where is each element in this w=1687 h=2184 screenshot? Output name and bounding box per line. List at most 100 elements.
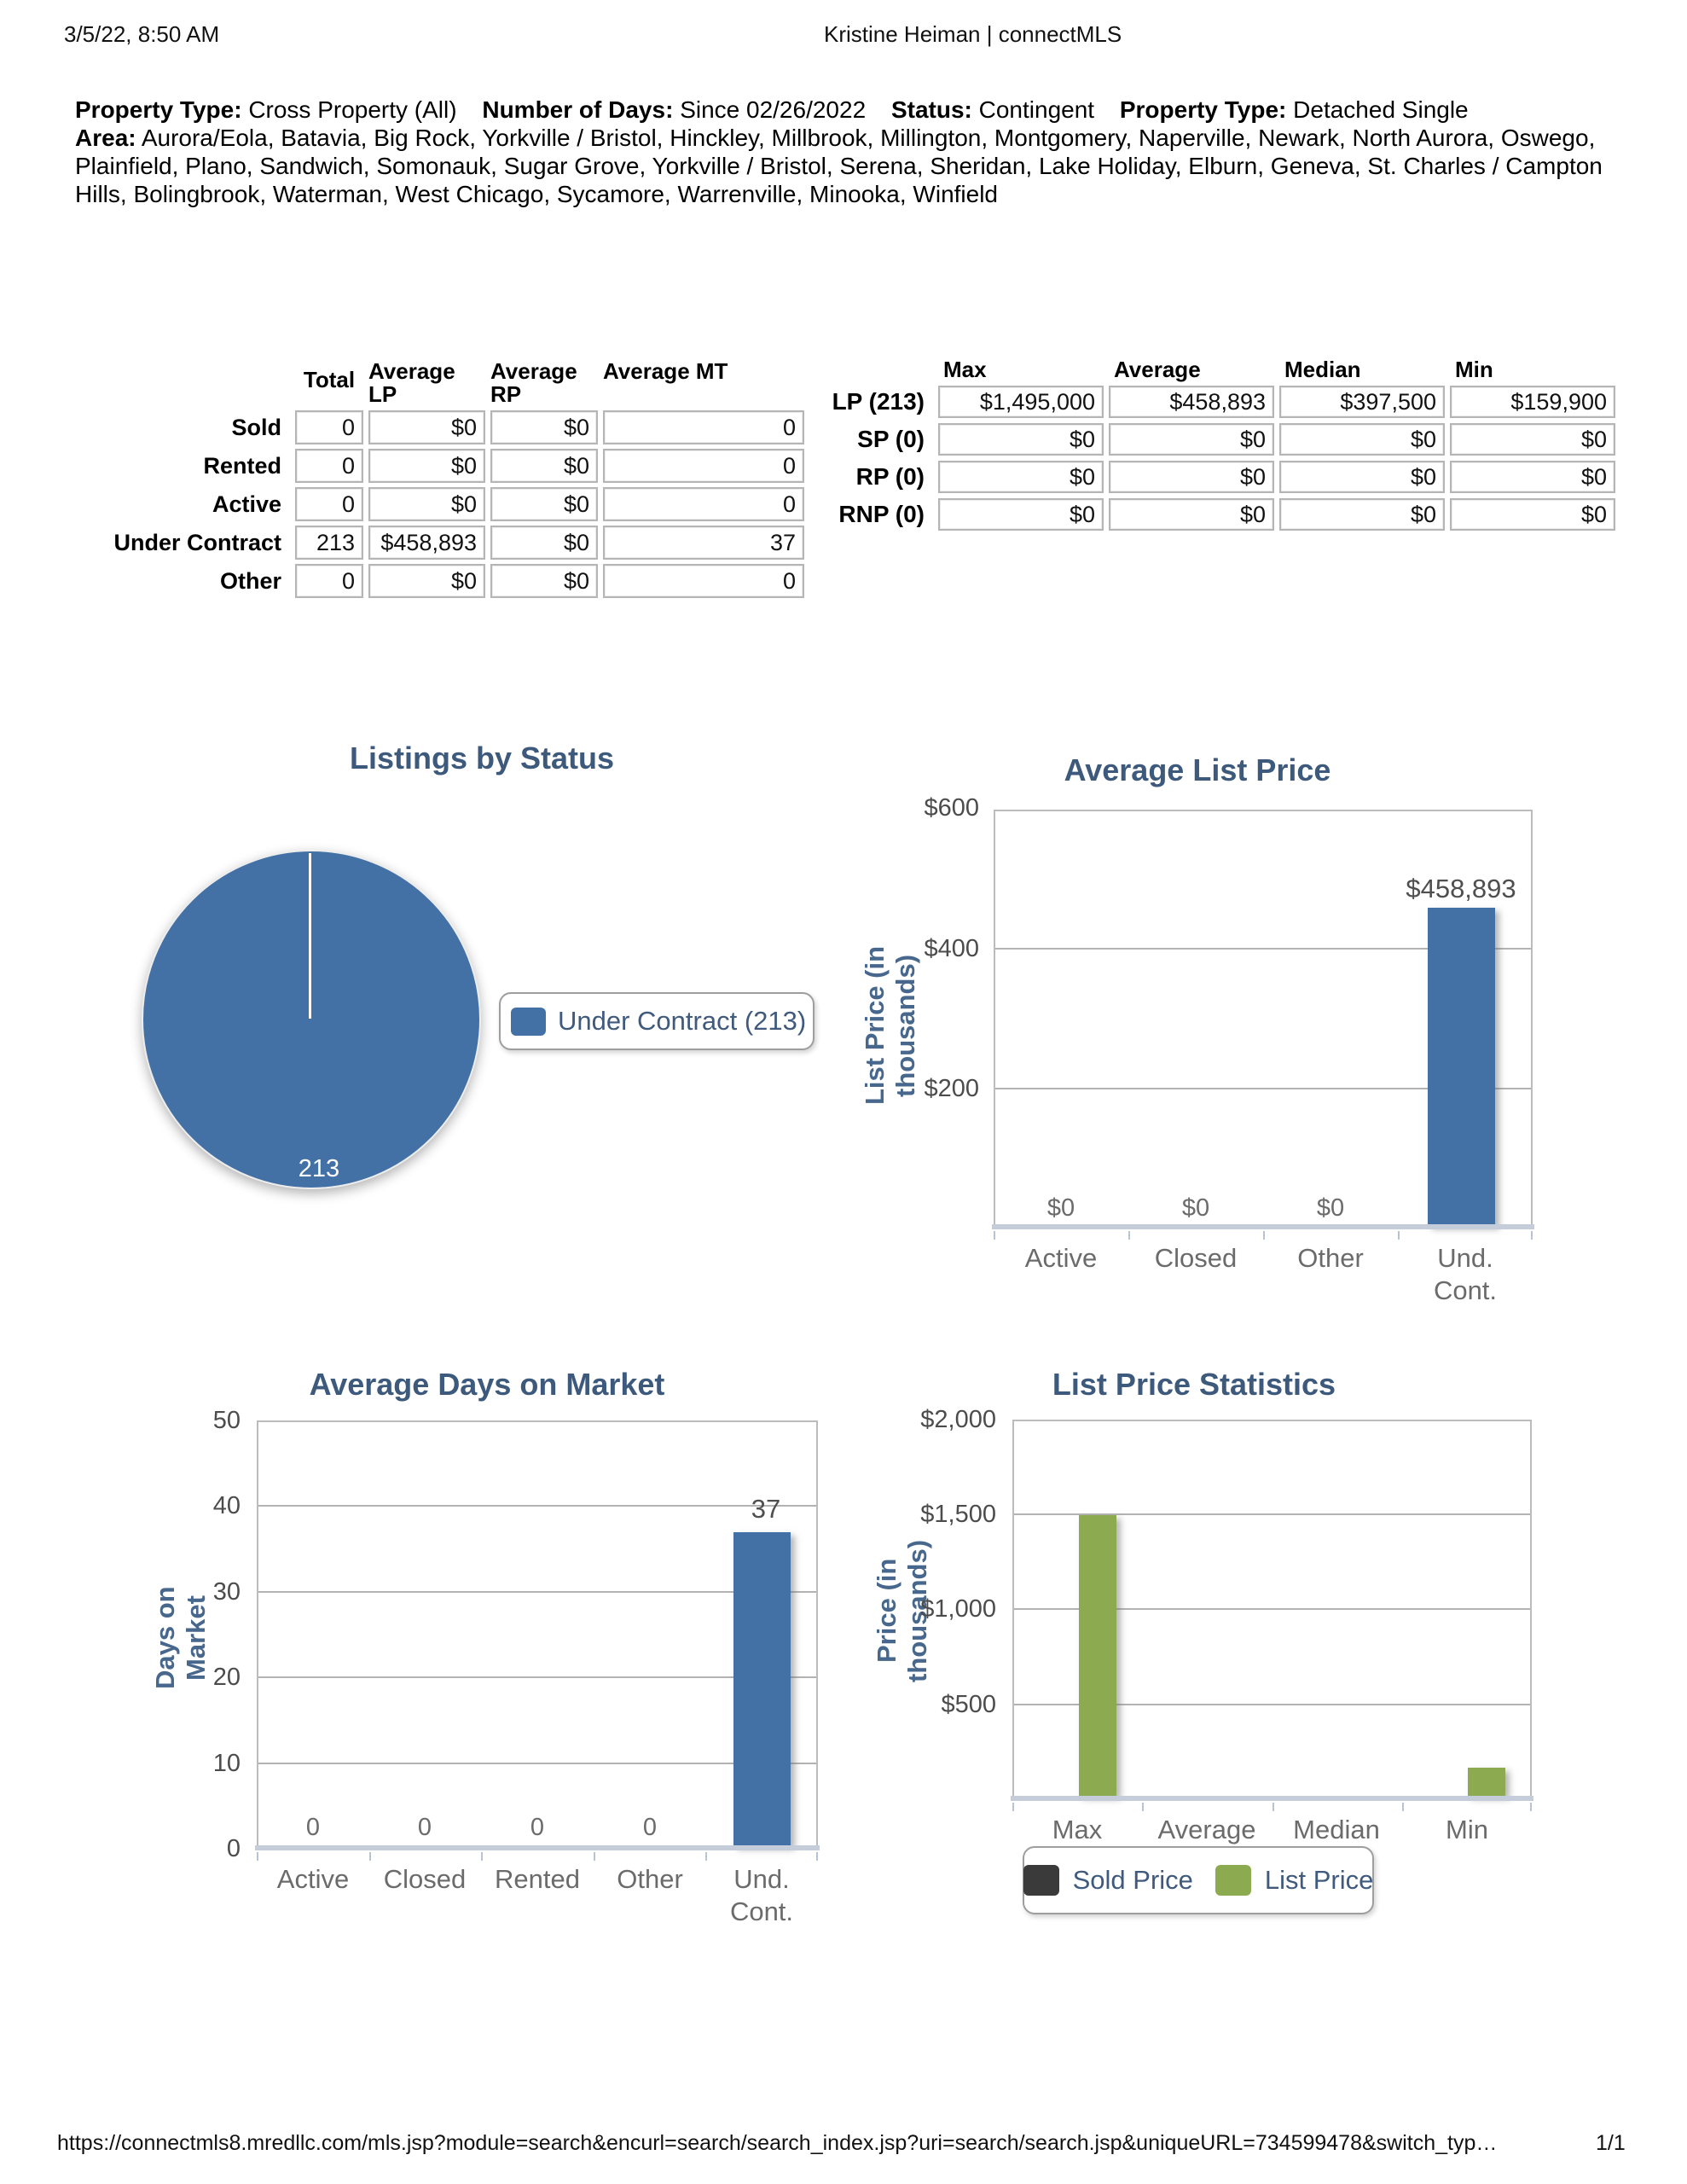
price-cell-lp-max: $1,495,000	[938, 386, 1104, 418]
status-cell-rented-avg-lp: $0	[368, 449, 485, 483]
adom-ytick-20: 20	[212, 1664, 241, 1691]
price-row-label-rnp: RNP (0)	[838, 501, 925, 527]
lps-gridline-500	[1014, 1704, 1530, 1705]
status-cell-other-avg-lp: $0	[368, 564, 485, 598]
adom-ytick-50: 50	[212, 1407, 241, 1434]
alp-cat-other: Other	[1297, 1243, 1364, 1273]
price-summary-table: Max Average Median Min LP (213) $1,495,0…	[810, 358, 1615, 531]
adom-axis-tick	[594, 1852, 595, 1861]
lps-gridline-1500	[1014, 1513, 1530, 1515]
lps-legend-sold-price: Sold Price	[1072, 1865, 1193, 1895]
lps-legend: Sold Price List Price	[1023, 1846, 1374, 1914]
price-col-header-max: Max	[943, 357, 987, 382]
adom-gridline-30	[258, 1591, 816, 1593]
lps-bar-max-list-price	[1079, 1515, 1116, 1796]
alp-axis-tick	[1128, 1231, 1130, 1240]
lps-axis-tick	[1530, 1803, 1532, 1811]
adom-ytick-10: 10	[212, 1750, 241, 1777]
price-cell-lp-average: $458,893	[1109, 386, 1274, 418]
adom-ytick-0: 0	[226, 1835, 241, 1862]
criteria-property-type-label: Property Type:	[75, 96, 242, 123]
criteria-property-type2-value: Detached Single	[1293, 96, 1469, 123]
status-cell-active-avg-lp: $0	[368, 487, 485, 521]
status-cell-other-total: 0	[295, 564, 363, 598]
status-cell-active-total: 0	[295, 487, 363, 521]
search-criteria: Property Type: Cross Property (All) Numb…	[75, 96, 1619, 208]
pie-radius-line	[309, 853, 311, 1019]
status-col-header-avg-mt: Average MT	[603, 358, 728, 384]
adom-plot-area	[257, 1420, 818, 1849]
status-cell-active-avg-mt: 0	[603, 487, 804, 521]
lps-axis-tick	[1272, 1803, 1274, 1811]
status-cell-rented-avg-mt: 0	[603, 449, 804, 483]
lps-axis-tick	[1402, 1803, 1404, 1811]
lps-cat-min: Min	[1446, 1815, 1488, 1844]
alp-cat-und-cont: Und. Cont.	[1433, 1243, 1498, 1305]
price-cell-lp-median: $397,500	[1279, 386, 1445, 418]
price-cell-lp-min: $159,900	[1450, 386, 1615, 418]
status-row-label-sold: Sold	[231, 414, 282, 440]
status-row-label-under-contract: Under Contract	[113, 529, 281, 555]
alp-zero-label-other: $0	[1316, 1194, 1345, 1222]
status-cell-rented-avg-rp: $0	[490, 449, 598, 483]
pie-legend: Under Contract (213)	[499, 992, 815, 1050]
price-cell-sp-average: $0	[1109, 423, 1274, 456]
criteria-property-type-value: Cross Property (All)	[248, 96, 457, 123]
adom-chart-title: Average Days on Market	[309, 1367, 665, 1402]
price-cell-rp-max: $0	[938, 461, 1104, 493]
criteria-line-main: Property Type: Cross Property (All) Numb…	[75, 96, 1619, 124]
alp-ytick-600: $600	[924, 794, 979, 822]
status-cell-sold-avg-mt: 0	[603, 410, 804, 444]
pie-slice-value: 213	[298, 1155, 340, 1182]
criteria-area-label: Area:	[75, 125, 136, 151]
price-cell-rp-median: $0	[1279, 461, 1445, 493]
criteria-line-area: Area: Aurora/Eola, Batavia, Big Rock, Yo…	[75, 124, 1619, 208]
price-cell-sp-median: $0	[1279, 423, 1445, 456]
lps-bar-min-list-price	[1468, 1768, 1505, 1796]
price-cell-rnp-min: $0	[1450, 498, 1615, 531]
alp-cat-closed: Closed	[1154, 1243, 1238, 1273]
criteria-days-value: Since 02/26/2022	[680, 96, 867, 123]
sold-price-swatch-icon	[1023, 1865, 1059, 1896]
alp-zero-label-active: $0	[1046, 1194, 1075, 1222]
status-cell-sold-total: 0	[295, 410, 363, 444]
criteria-status-value: Contingent	[978, 96, 1095, 123]
under-contract-swatch-icon	[511, 1007, 546, 1036]
adom-cat-und-cont: Und. Cont.	[729, 1864, 794, 1926]
lps-cat-average: Average	[1157, 1815, 1256, 1844]
status-row-label-active: Active	[212, 491, 281, 517]
price-row-label-lp: LP (213)	[832, 388, 925, 415]
alp-axis-tick	[994, 1231, 995, 1240]
alp-y-axis-title: List Price (in thousands)	[860, 945, 920, 1106]
pie-chart-title: Listings by Status	[349, 741, 615, 775]
adom-y-axis-title: Days on Market	[150, 1586, 211, 1690]
status-col-header-total: Total	[303, 367, 356, 392]
adom-zero-label-other: 0	[642, 1814, 658, 1841]
adom-axis-tick	[705, 1852, 707, 1861]
adom-axis-tick	[257, 1852, 258, 1861]
adom-cat-active: Active	[276, 1864, 350, 1894]
alp-x-axis-baseline	[992, 1224, 1534, 1229]
status-row-label-other: Other	[219, 567, 281, 594]
status-col-header-avg-rp: Average RP	[490, 358, 577, 407]
lps-chart-title: List Price Statistics	[1052, 1367, 1336, 1402]
status-cell-uc-total: 213	[295, 526, 363, 560]
price-row-label-sp: SP (0)	[857, 426, 925, 452]
price-cell-sp-min: $0	[1450, 423, 1615, 456]
criteria-days-label: Number of Days:	[482, 96, 674, 123]
lps-axis-tick	[1012, 1803, 1014, 1811]
adom-gridline-10	[258, 1763, 816, 1764]
lps-legend-list-price: List Price	[1264, 1865, 1374, 1895]
adom-axis-tick	[816, 1852, 818, 1861]
price-col-header-average: Average	[1114, 357, 1201, 382]
adom-axis-tick	[481, 1852, 483, 1861]
status-cell-other-avg-rp: $0	[490, 564, 598, 598]
status-row-label-rented: Rented	[203, 452, 281, 479]
lps-ytick-500: $500	[941, 1691, 996, 1718]
status-cell-active-avg-rp: $0	[490, 487, 598, 521]
price-cell-rnp-average: $0	[1109, 498, 1274, 531]
status-cell-sold-avg-rp: $0	[490, 410, 598, 444]
status-cell-uc-avg-lp: $458,893	[368, 526, 485, 560]
price-cell-rp-average: $0	[1109, 461, 1274, 493]
